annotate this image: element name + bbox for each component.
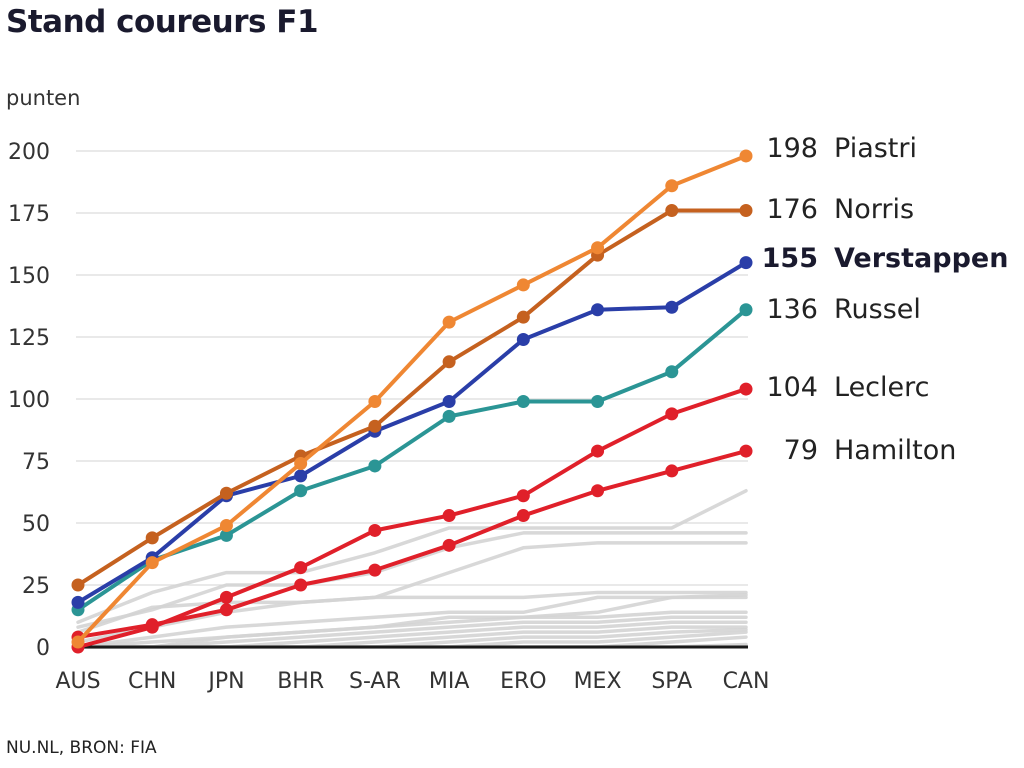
x-tick-label: JPN — [206, 669, 244, 694]
background-series-line — [76, 615, 748, 649]
background-series-line — [76, 610, 748, 649]
data-point-hamilton — [739, 444, 753, 458]
data-point-norris — [442, 355, 456, 369]
y-tick-label: 125 — [8, 326, 50, 351]
data-point-leclerc — [368, 523, 382, 537]
series-line-norris — [76, 208, 748, 587]
data-point-leclerc — [739, 382, 753, 396]
series-line-piastri — [76, 153, 748, 645]
background-series-line — [76, 541, 748, 644]
data-point-verstappen — [294, 469, 308, 483]
data-point-norris — [71, 578, 85, 592]
x-tick-label: BHR — [277, 669, 324, 694]
data-point-verstappen — [591, 303, 605, 317]
data-point-russel — [591, 394, 605, 408]
data-point-piastri — [516, 278, 530, 292]
data-point-piastri — [294, 456, 308, 470]
series-line-hamilton — [76, 449, 748, 640]
x-tick-label: SPA — [651, 669, 692, 694]
data-point-leclerc — [516, 489, 530, 503]
y-tick-label: 50 — [22, 512, 50, 537]
data-point-norris — [145, 531, 159, 545]
end-value-piastri: 198 — [766, 133, 818, 164]
source-note: NU.NL, BRON: FIA — [6, 738, 157, 758]
background-series-line — [76, 531, 748, 629]
data-point-piastri — [591, 241, 605, 255]
end-name-russel: Russel — [834, 294, 921, 325]
data-point-leclerc — [219, 590, 233, 604]
data-point-norris — [516, 310, 530, 324]
end-value-norris: 176 — [766, 194, 818, 225]
data-point-hamilton — [368, 563, 382, 577]
data-point-piastri — [739, 149, 753, 163]
background-series-line — [76, 593, 748, 649]
data-point-norris — [219, 486, 233, 500]
y-tick-label: 75 — [22, 450, 50, 475]
data-point-hamilton — [516, 509, 530, 523]
series-line-russel — [76, 307, 748, 612]
data-point-russel — [665, 365, 679, 379]
series-line-leclerc — [76, 387, 748, 649]
end-name-piastri: Piastri — [834, 133, 917, 164]
data-point-leclerc — [591, 444, 605, 458]
data-point-verstappen — [739, 256, 753, 270]
background-series-line — [76, 489, 748, 624]
x-tick-label: CHN — [128, 669, 176, 694]
y-tick-label: 25 — [22, 574, 50, 599]
data-point-norris — [739, 204, 753, 218]
background-series-line — [76, 590, 748, 634]
data-point-piastri — [665, 179, 679, 193]
y-tick-label: 175 — [8, 202, 50, 227]
data-point-russel — [442, 409, 456, 423]
data-point-piastri — [145, 556, 159, 570]
y-tick-label: 200 — [8, 140, 50, 165]
data-point-russel — [739, 303, 753, 317]
y-tick-label: 100 — [8, 388, 50, 413]
x-tick-label: ERO — [500, 669, 547, 694]
data-point-norris — [665, 204, 679, 218]
data-point-leclerc — [665, 407, 679, 421]
data-point-piastri — [368, 394, 382, 408]
data-point-hamilton — [591, 484, 605, 498]
end-value-leclerc: 104 — [766, 372, 818, 403]
data-point-verstappen — [665, 300, 679, 314]
data-point-hamilton — [442, 538, 456, 552]
end-value-hamilton: 79 — [784, 435, 818, 466]
data-point-leclerc — [442, 509, 456, 523]
data-point-hamilton — [665, 464, 679, 478]
data-point-verstappen — [516, 332, 530, 346]
y-axis-label: punten — [6, 86, 81, 110]
data-point-piastri — [219, 518, 233, 532]
y-tick-label: 0 — [36, 636, 50, 661]
x-tick-label: CAN — [723, 669, 770, 694]
data-point-russel — [516, 394, 530, 408]
data-point-russel — [368, 459, 382, 473]
data-point-norris — [368, 419, 382, 433]
data-point-russel — [219, 528, 233, 542]
data-point-piastri — [442, 315, 456, 329]
data-point-verstappen — [71, 595, 85, 609]
data-point-hamilton — [294, 578, 308, 592]
x-tick-label: MEX — [574, 669, 622, 694]
end-value-russel: 136 — [766, 294, 818, 325]
x-tick-label: S-AR — [349, 669, 401, 694]
y-tick-label: 150 — [8, 264, 50, 289]
end-name-verstappen: Verstappen — [834, 243, 1008, 274]
end-name-hamilton: Hamilton — [834, 435, 956, 466]
data-point-russel — [294, 484, 308, 498]
end-name-norris: Norris — [834, 194, 914, 225]
end-value-verstappen: 155 — [762, 243, 818, 274]
data-point-hamilton — [219, 603, 233, 617]
data-point-piastri — [71, 635, 85, 649]
x-tick-label: AUS — [55, 669, 100, 694]
x-tick-label: MIA — [429, 669, 470, 694]
chart-title: Stand coureurs F1 — [6, 4, 319, 40]
data-point-leclerc — [294, 561, 308, 575]
end-name-leclerc: Leclerc — [834, 372, 930, 403]
series-line-verstappen — [76, 260, 748, 605]
data-point-leclerc — [145, 620, 159, 634]
data-point-verstappen — [442, 394, 456, 408]
background-series-line — [76, 595, 748, 649]
